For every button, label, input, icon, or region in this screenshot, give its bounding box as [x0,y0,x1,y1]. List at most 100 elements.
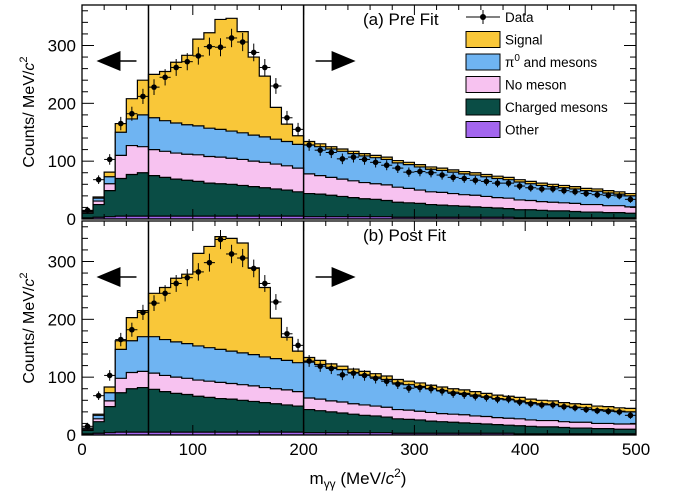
data-point [370,157,382,168]
data-point [536,401,548,409]
data-point [359,370,371,381]
data-point [270,294,282,310]
data-point [203,253,215,272]
data-point [514,182,526,190]
data-point [491,179,504,188]
plot-area [82,229,636,435]
legend-label: Data [505,10,534,25]
data-point [325,362,337,375]
y-tick-label: 200 [48,310,76,329]
arrow-left-icon [96,51,121,71]
data-point [381,376,393,387]
data-point [403,383,415,393]
arrow-right-icon [331,267,356,287]
data-point [414,166,426,177]
y-axis-label: Counts/ MeV/c2 [18,56,38,167]
panel-label: (a) Pre Fit [363,10,439,29]
legend-item-other: Other [465,121,539,138]
data-point [347,151,359,163]
data-point [226,244,238,264]
legend-swatch [465,53,501,71]
data-point [314,144,326,156]
data-point [93,391,105,400]
data-point [503,179,515,188]
data-point [359,154,371,165]
legend-item-charged-mesons: Charged mesons [465,98,608,116]
data-point [347,367,359,379]
data-point [148,79,160,95]
data-point [436,170,448,180]
data-point [226,28,238,48]
data-point [248,43,260,62]
plot-frame [81,220,637,436]
data-point [491,395,504,404]
stack-other [82,215,636,219]
data-point [259,275,271,292]
y-tick-label: 0 [67,426,76,445]
y-tick-label: 100 [48,368,76,387]
data-point [613,408,625,416]
y-tick-label: 300 [48,36,76,55]
data-point [580,406,592,414]
data-point [525,399,537,408]
data-point [602,407,614,415]
stack-other [82,431,636,435]
data-point [259,59,271,76]
stack-charged-mesons [82,172,636,219]
arrow-left-icon [96,267,121,287]
data-point [214,38,227,57]
data-point [458,174,470,183]
data-point [602,191,614,199]
data-point [547,401,559,409]
arrow-right-icon [331,51,356,71]
data-point [292,338,304,352]
data-point [137,88,149,104]
data-point [381,160,393,171]
data-point [392,379,404,389]
data-point [181,269,193,287]
data-point [303,355,315,367]
data-point [336,369,348,381]
x-tick-label: 500 [622,440,650,459]
data-point [126,106,138,121]
data-point [580,190,592,198]
data-point [192,47,204,65]
data-point [115,332,127,347]
data-point [469,391,481,401]
legend-item-pi0-and-mesons: π0 and mesons [465,53,597,71]
data-point [503,395,515,404]
data-point [148,295,160,311]
panel-pre-fit: 0 100 200 300 Counts/ MeV/c2 (a) Pre Fit [18,4,637,229]
y-tick-label: 100 [48,152,76,171]
data-point [237,32,249,52]
legend-swatch [465,98,501,116]
data-point [536,185,548,193]
data-point [392,163,404,173]
data-point [126,322,138,337]
panel-label: (b) Post Fit [363,226,446,245]
legend-item-no-meson: No meson [465,76,567,93]
data-point [591,407,603,415]
data-point [281,326,293,341]
data-point [281,110,293,125]
legend-label: No meson [505,78,567,93]
data-point [292,122,304,136]
legend-item-data: Data [466,10,534,25]
data-point [137,304,149,320]
data-point [558,403,570,411]
x-tick-label: 200 [289,440,317,459]
data-point [558,187,570,195]
data-point [93,175,105,184]
data-point [547,185,559,193]
data-point [170,275,182,292]
y-tick-label: 300 [48,252,76,271]
legend-swatch [465,121,501,138]
data-point [569,404,581,412]
data-point [159,285,171,302]
data-point [370,373,382,384]
data-point [425,168,437,178]
data-point [624,411,636,419]
data-point [248,259,260,278]
data-point [159,69,171,86]
